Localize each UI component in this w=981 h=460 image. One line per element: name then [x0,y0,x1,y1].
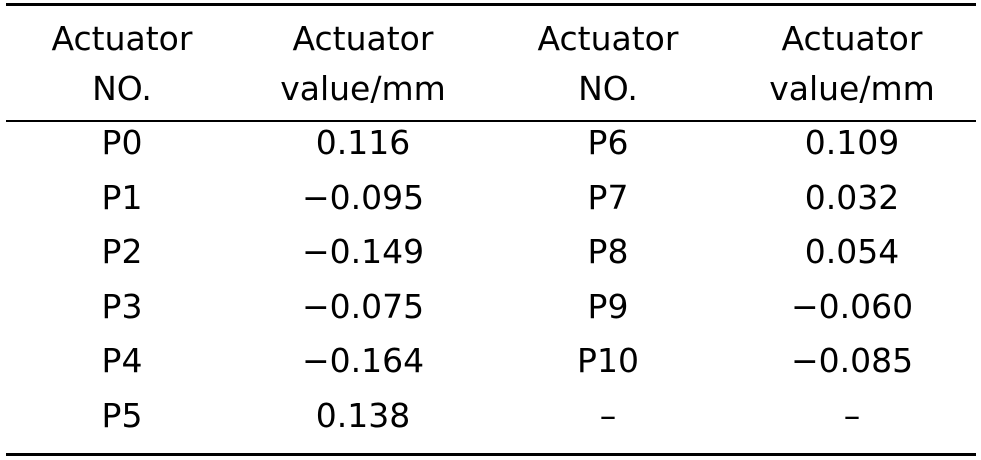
table-cell: P0 [101,123,143,162]
table-cell: 0.054 [804,232,900,271]
header-actuator-no-left: Actuator NO. [51,19,193,108]
table-cell: P5 [101,395,143,435]
table-cell: −0.149 [301,232,425,271]
table-header-rule [6,120,976,122]
table-row: P0 0.116 P6 0.109 [6,114,976,171]
table-cell: 0.032 [804,177,900,217]
table-row: P4 −0.164 P10 −0.085 [6,334,976,389]
table-row: P1 −0.095 P7 0.032 [6,171,976,226]
table-cell: P2 [101,232,143,271]
table-top-rule [6,3,976,6]
actuator-table: Actuator NO. Actuator value/mm Actuator … [6,0,976,460]
table-header-row: Actuator NO. Actuator value/mm Actuator … [6,6,976,114]
actuator-value-table: Actuator NO. Actuator value/mm Actuator … [6,6,976,443]
table-cell: P7 [587,177,629,217]
table-cell: P6 [587,123,629,162]
table-cell: 0.109 [804,123,900,162]
table-cell: −0.085 [790,341,914,380]
table-cell: −0.095 [301,177,425,217]
table-cell: P9 [587,286,629,326]
table-cell: P4 [101,341,143,380]
table-cell: – [599,395,617,435]
table-cell: 0.116 [315,123,411,162]
header-actuator-no-right: Actuator NO. [537,19,679,108]
table-cell: – [843,395,861,435]
table-cell: −0.164 [301,341,425,380]
table-cell: P3 [101,286,143,326]
table-row: P5 0.138 – – [6,389,976,444]
header-actuator-value-left: Actuator value/mm [280,19,446,108]
header-actuator-value-right: Actuator value/mm [769,19,935,108]
table-row: P3 −0.075 P9 −0.060 [6,280,976,335]
table-cell: P10 [577,341,639,380]
table-cell: 0.138 [315,395,411,435]
table-cell: P8 [587,232,629,271]
table-bottom-rule [6,453,976,456]
table-cell: −0.075 [301,286,425,326]
table-cell: −0.060 [790,286,914,326]
table-cell: P1 [101,177,143,217]
table-row: P2 −0.149 P8 0.054 [6,225,976,280]
